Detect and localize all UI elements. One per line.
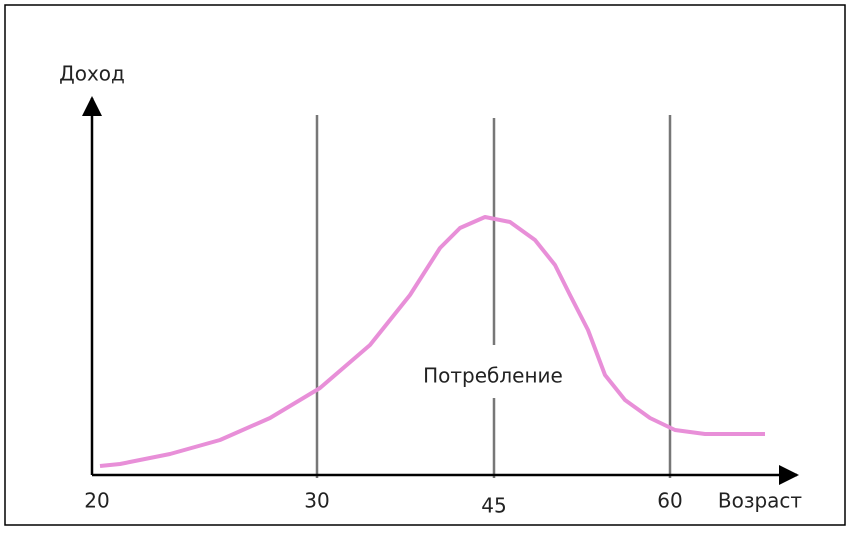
y-axis-label: Доход xyxy=(59,62,125,86)
frame xyxy=(4,4,846,526)
tick-label: 30 xyxy=(304,489,329,513)
x-axis-label: Возраст xyxy=(718,489,803,513)
curve-label: Потребление xyxy=(423,364,563,388)
tick-label: 45 xyxy=(481,494,506,518)
tick-label: 60 xyxy=(657,489,682,513)
tick-label: 20 xyxy=(84,489,109,513)
consumption-curve xyxy=(99,215,765,468)
